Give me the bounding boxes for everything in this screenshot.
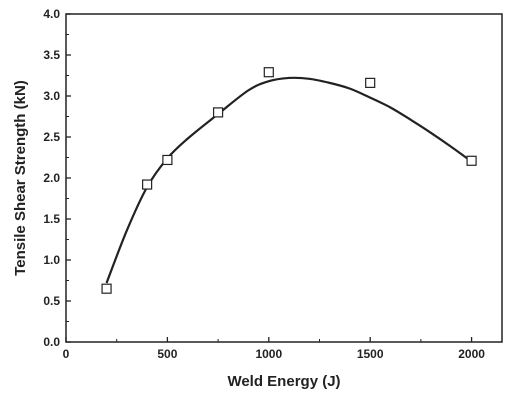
data-point — [466, 155, 477, 166]
plot-frame — [65, 13, 503, 343]
x-tick-label: 2000 — [458, 347, 485, 361]
x-tick-label: 1500 — [357, 347, 384, 361]
data-point — [101, 283, 112, 294]
y-tick-label: 2.5 — [43, 130, 60, 144]
y-tick-label: 0.0 — [43, 335, 60, 349]
y-tick-label: 1.5 — [43, 212, 60, 226]
y-axis-title: Tensile Shear Strength (kN) — [12, 80, 29, 276]
y-tick-label: 3.0 — [43, 89, 60, 103]
data-point — [263, 67, 274, 78]
data-point — [142, 179, 153, 190]
x-axis-ticks: 0 500 1000 1500 2000 — [63, 337, 485, 361]
y-tick-label: 0.5 — [43, 294, 60, 308]
y-axis-ticks: 0.0 0.5 1.0 1.5 2.0 2.5 3.0 3.5 4.0 — [43, 7, 71, 349]
x-tick-label: 0 — [63, 347, 70, 361]
y-tick-label: 3.5 — [43, 48, 60, 62]
data-point — [162, 154, 173, 166]
x-tick-label: 1000 — [255, 347, 282, 361]
y-tick-label: 1.0 — [43, 253, 60, 267]
data-points — [101, 67, 477, 294]
data-point — [365, 77, 376, 88]
fit-curve — [105, 76, 473, 284]
x-tick-label: 500 — [157, 347, 177, 361]
y-tick-label: 2.0 — [43, 171, 60, 185]
data-point — [212, 107, 224, 118]
y-tick-label: 4.0 — [43, 7, 60, 21]
x-axis-title: Weld Energy (J) — [227, 373, 340, 390]
